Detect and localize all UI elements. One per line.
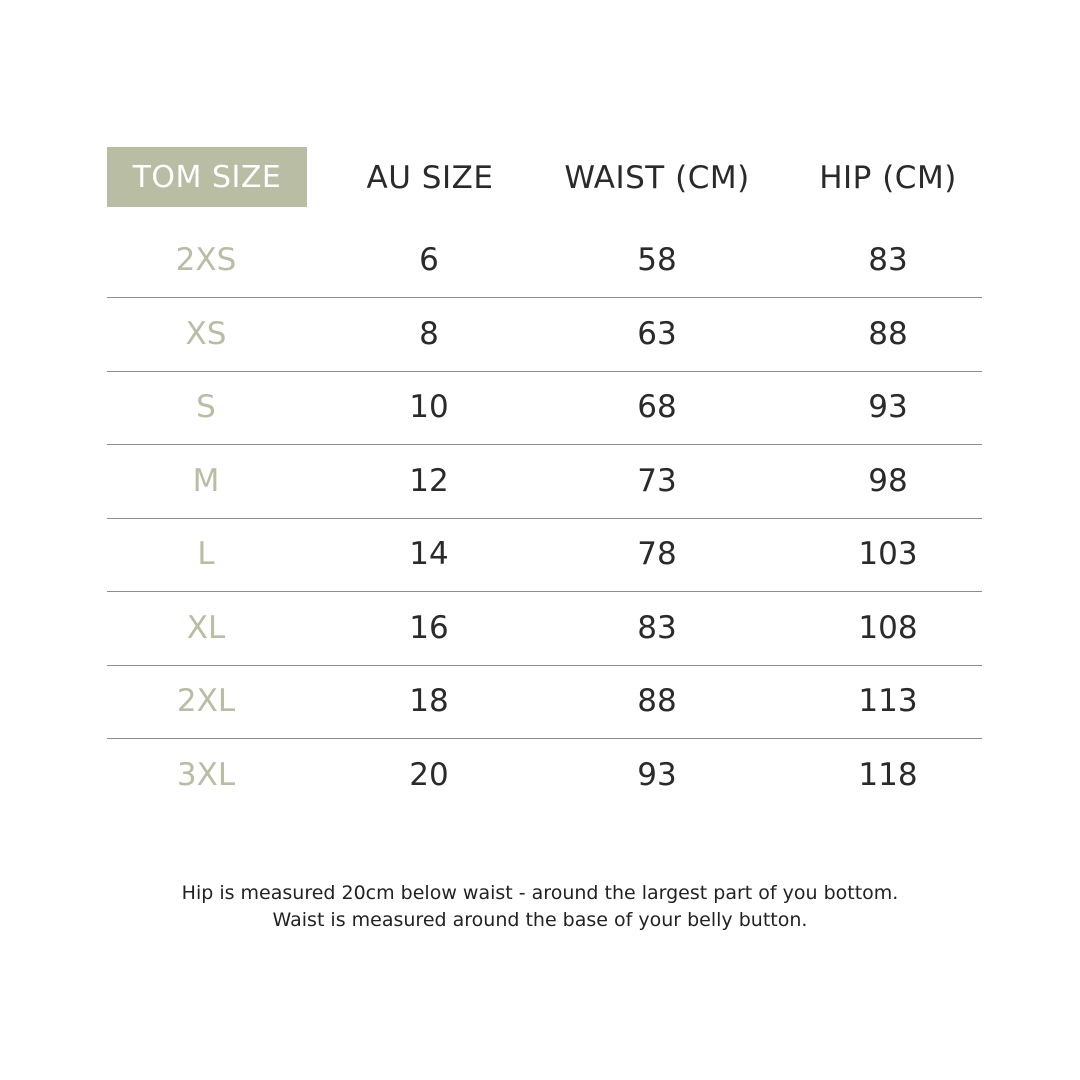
cell-au-size: 16 [409,609,449,646]
cell-au-size: 10 [409,389,449,425]
cell-waist: 73 [637,462,677,499]
hip-note: Hip is measured 20cm below waist - aroun… [181,882,899,904]
cell-waist: 63 [637,315,677,352]
cell-au-size: 8 [419,315,439,352]
table-row: 2XS 6 58 83 [107,224,982,298]
cell-hip: 108 [858,609,918,646]
cell-au-size: 6 [419,242,439,278]
cell-waist: 83 [637,609,677,646]
table-row: S 10 68 93 [107,371,982,445]
table-row: 3XL 20 93 118 [107,739,982,812]
table-row: M 12 73 98 [107,445,982,519]
header-hip: HIP (CM) [819,160,957,196]
cell-au-size: 18 [409,683,449,719]
cell-hip: 93 [868,389,908,425]
cell-hip: 83 [868,242,908,278]
cell-waist: 88 [637,683,677,719]
table-row: 2XL 18 88 113 [107,665,982,739]
header-tom-size: TOM SIZE [107,147,307,207]
header-au-size: AU SIZE [366,160,494,196]
cell-tom-size: M [192,462,220,499]
waist-note: Waist is measured around the base of you… [272,909,808,931]
cell-waist: 78 [637,536,677,572]
table-row: L 14 78 103 [107,518,982,592]
cell-waist: 58 [637,242,677,278]
cell-hip: 98 [868,462,908,499]
cell-tom-size: 2XS [175,242,237,278]
header-waist: WAIST (CM) [564,160,750,196]
cell-au-size: 14 [409,536,449,572]
cell-waist: 93 [637,756,677,793]
cell-au-size: 12 [409,462,449,499]
cell-hip: 88 [868,315,908,352]
cell-au-size: 20 [409,756,449,793]
measurement-notes: Hip is measured 20cm below waist - aroun… [0,880,1080,934]
cell-tom-size: L [197,536,215,572]
cell-hip: 103 [858,536,918,572]
cell-tom-size: S [196,389,216,425]
cell-hip: 113 [858,683,918,719]
table-row: XL 16 83 108 [107,592,982,666]
cell-hip: 118 [858,756,918,793]
cell-waist: 68 [637,389,677,425]
cell-tom-size: 3XL [176,756,236,793]
cell-tom-size: XS [185,315,227,352]
table-row: XS 8 63 88 [107,298,982,372]
cell-tom-size: 2XL [176,683,236,719]
cell-tom-size: XL [186,609,226,646]
